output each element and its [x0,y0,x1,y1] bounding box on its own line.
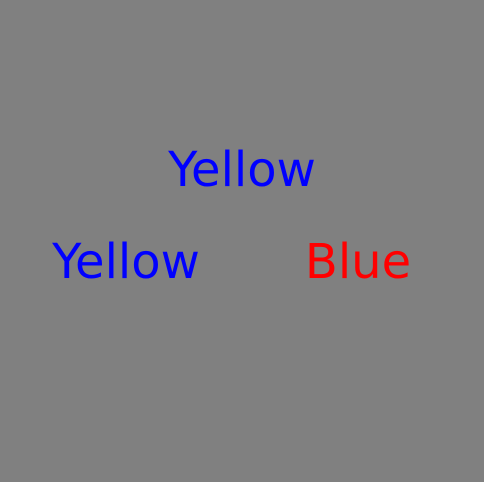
color-word-right: Blue [304,234,412,290]
color-word-top: Yellow [168,142,316,198]
color-word-left: Yellow [52,234,200,290]
